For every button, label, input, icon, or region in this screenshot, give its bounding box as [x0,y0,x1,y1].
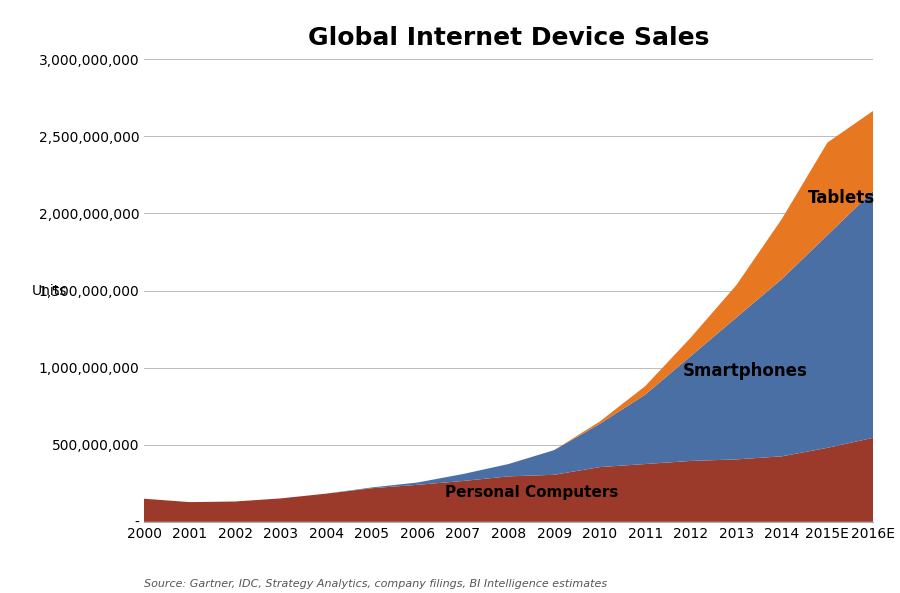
Text: Tablets: Tablets [807,189,875,207]
Text: Smartphones: Smartphones [683,362,808,380]
Text: Units: Units [32,283,67,298]
Text: Personal Computers: Personal Computers [445,485,618,500]
Text: Source: Gartner, IDC, Strategy Analytics, company filings, BI Intelligence estim: Source: Gartner, IDC, Strategy Analytics… [144,579,608,589]
Title: Global Internet Device Sales: Global Internet Device Sales [308,27,709,50]
